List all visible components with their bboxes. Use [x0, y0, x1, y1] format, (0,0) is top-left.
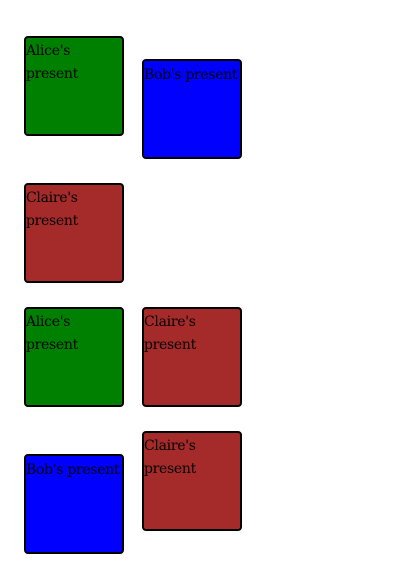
alice-present-box[interactable]: Alice's present: [24, 307, 124, 407]
alice-present-box[interactable]: Alice's present: [24, 36, 124, 136]
claire-present-box[interactable]: Claire's present: [142, 307, 242, 407]
bob-present-box[interactable]: Bob's present: [24, 454, 124, 554]
claire-present-box[interactable]: Claire's present: [142, 431, 242, 531]
claire-present-box[interactable]: Claire's present: [24, 183, 124, 283]
bob-present-box[interactable]: Bob's present: [142, 59, 242, 159]
